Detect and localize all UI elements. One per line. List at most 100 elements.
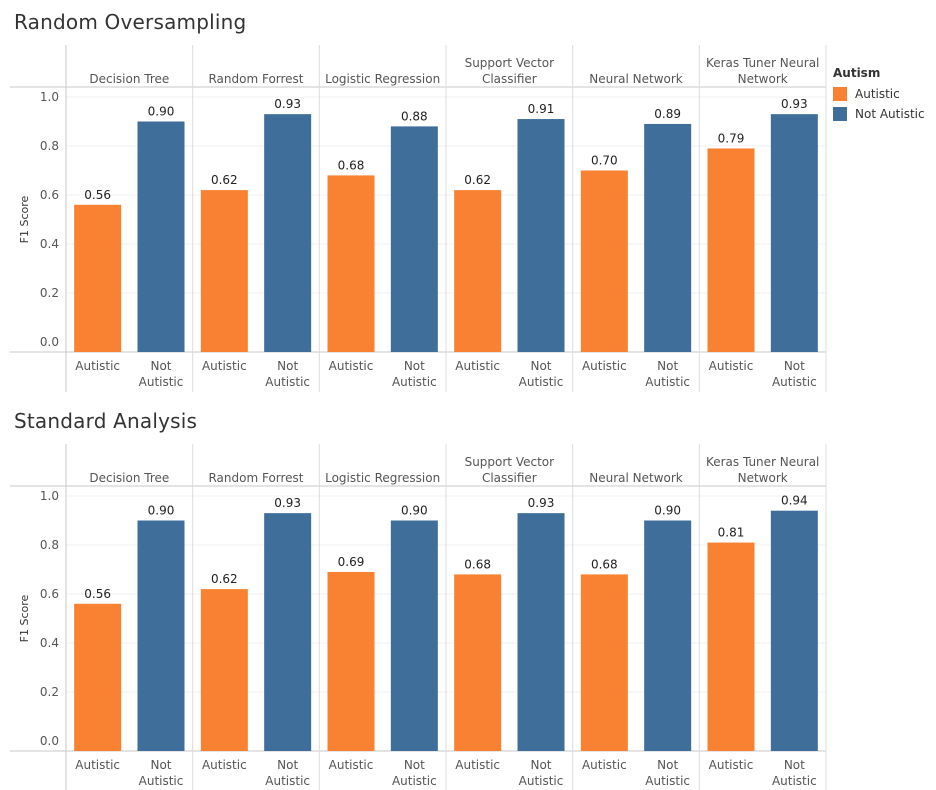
bar-value-label: 0.68 <box>338 158 365 172</box>
x-tick-label: Autistic <box>519 774 564 788</box>
bar-decision-tree-autistic <box>74 603 122 751</box>
bar-value-label: 0.93 <box>781 97 808 111</box>
chart-title-standard-analysis: Standard Analysis <box>14 409 198 433</box>
x-tick-label: Autistic <box>139 375 184 389</box>
legend-label-autistic: Autistic <box>855 87 900 101</box>
legend-item-autistic: Autistic <box>833 86 925 102</box>
bar-value-label: 0.90 <box>148 105 175 119</box>
bar-value-label: 0.90 <box>654 504 681 518</box>
bar-value-label: 0.62 <box>211 173 238 187</box>
bar-support-vector-classifier-autistic <box>454 574 502 751</box>
x-tick-label: Not <box>277 758 298 772</box>
y-tick-label: 1.0 <box>40 90 59 104</box>
group-header-support-vector-classifier: Support Vector <box>465 56 555 70</box>
bar-random-forrest-not-autistic <box>264 114 312 353</box>
group-header-support-vector-classifier: Classifier <box>482 72 537 86</box>
bar-neural-network-not-autistic <box>644 520 692 751</box>
bar-value-label: 0.89 <box>654 107 681 121</box>
legend-label-not-autistic: Not Autistic <box>855 107 925 121</box>
y-tick-label: 0.2 <box>40 685 59 699</box>
bar-neural-network-autistic <box>580 170 628 352</box>
y-tick-label: 0.4 <box>40 237 59 251</box>
bar-value-label: 0.94 <box>781 494 808 508</box>
legend-item-not-autistic: Not Autistic <box>833 106 925 122</box>
x-tick-label: Not <box>404 758 425 772</box>
legend-swatch-not-autistic <box>833 107 847 121</box>
bar-value-label: 0.81 <box>718 526 745 540</box>
legend-title: Autism <box>833 66 881 80</box>
x-tick-label: Autistic <box>582 758 627 772</box>
bar-value-label: 0.62 <box>464 173 491 187</box>
group-header-decision-tree: Decision Tree <box>89 471 169 485</box>
x-tick-label: Autistic <box>202 359 247 373</box>
x-tick-label: Not <box>277 359 298 373</box>
group-header-decision-tree: Decision Tree <box>89 72 169 86</box>
y-axis-title: F1 Score <box>18 594 31 642</box>
bar-keras-tuner-neural-network-autistic <box>707 148 755 352</box>
x-tick-label: Autistic <box>709 359 754 373</box>
chart-panel-standard-analysis: 0.0 0.2 0.4 0.6 0.8 1.0 F1 Score Decision Tree 0… <box>10 444 827 790</box>
bar-value-label: 0.68 <box>591 557 618 571</box>
x-tick-label: Not <box>404 359 425 373</box>
y-tick-label: 0.8 <box>40 139 59 153</box>
bar-support-vector-classifier-not-autistic <box>517 119 565 352</box>
bar-value-label: 0.68 <box>464 557 491 571</box>
x-tick-label: Not <box>530 758 551 772</box>
x-tick-label: Autistic <box>202 758 247 772</box>
group-header-support-vector-classifier: Classifier <box>482 471 537 485</box>
x-tick-label: Autistic <box>645 375 690 389</box>
group-header-random-forrest: Random Forrest <box>208 471 303 485</box>
x-tick-label: Autistic <box>772 375 817 389</box>
bar-value-label: 0.56 <box>84 188 111 202</box>
bar-value-label: 0.79 <box>718 131 745 145</box>
bar-logistic-regression-not-autistic <box>390 126 438 353</box>
bar-value-label: 0.90 <box>401 504 428 518</box>
y-tick-label: 0.6 <box>40 188 59 202</box>
group-header-random-forrest: Random Forrest <box>208 72 303 86</box>
x-tick-label: Autistic <box>645 774 690 788</box>
bar-random-forrest-not-autistic <box>264 513 312 751</box>
x-tick-label: Autistic <box>265 375 310 389</box>
group-header-logistic-regression: Logistic Regression <box>325 72 440 86</box>
bar-value-label: 0.90 <box>148 504 175 518</box>
x-tick-label: Autistic <box>75 359 120 373</box>
group-header-keras-tuner-neural-network: Keras Tuner Neural <box>706 455 819 469</box>
y-tick-label: 1.0 <box>40 489 59 503</box>
bar-logistic-regression-not-autistic <box>390 520 438 751</box>
bar-keras-tuner-neural-network-not-autistic <box>770 114 818 353</box>
group-header-neural-network: Neural Network <box>589 471 683 485</box>
y-tick-label: 0.0 <box>40 335 59 349</box>
x-tick-label: Not <box>530 359 551 373</box>
x-tick-label: Autistic <box>75 758 120 772</box>
x-tick-label: Autistic <box>709 758 754 772</box>
x-tick-label: Autistic <box>582 359 627 373</box>
group-header-support-vector-classifier: Support Vector <box>465 455 555 469</box>
y-axis-title: F1 Score <box>18 195 31 243</box>
group-header-keras-tuner-neural-network: Keras Tuner Neural <box>706 56 819 70</box>
x-tick-label: Not <box>784 758 805 772</box>
x-tick-label: Not <box>150 359 171 373</box>
y-tick-label: 0.8 <box>40 538 59 552</box>
y-tick-label: 0.4 <box>40 636 59 650</box>
bar-value-label: 0.93 <box>274 97 301 111</box>
x-tick-label: Not <box>657 359 678 373</box>
bar-value-label: 0.62 <box>211 572 238 586</box>
bar-decision-tree-autistic <box>74 204 122 352</box>
y-tick-label: 0.2 <box>40 286 59 300</box>
x-tick-label: Autistic <box>139 774 184 788</box>
bar-decision-tree-not-autistic <box>137 121 185 352</box>
bar-random-forrest-autistic <box>200 589 248 751</box>
x-tick-label: Autistic <box>455 359 500 373</box>
bar-value-label: 0.91 <box>528 102 555 116</box>
bar-support-vector-classifier-autistic <box>454 190 502 352</box>
bar-logistic-regression-autistic <box>327 571 375 751</box>
bar-value-label: 0.70 <box>591 154 618 168</box>
chart-title-random-oversampling: Random Oversampling <box>14 10 247 34</box>
x-tick-label: Autistic <box>392 375 437 389</box>
x-tick-label: Not <box>657 758 678 772</box>
legend: Autism Autistic Not Autistic <box>833 66 925 126</box>
y-tick-label: 0.6 <box>40 587 59 601</box>
bar-logistic-regression-autistic <box>327 175 375 352</box>
x-tick-label: Not <box>150 758 171 772</box>
legend-swatch-autistic <box>833 87 847 101</box>
